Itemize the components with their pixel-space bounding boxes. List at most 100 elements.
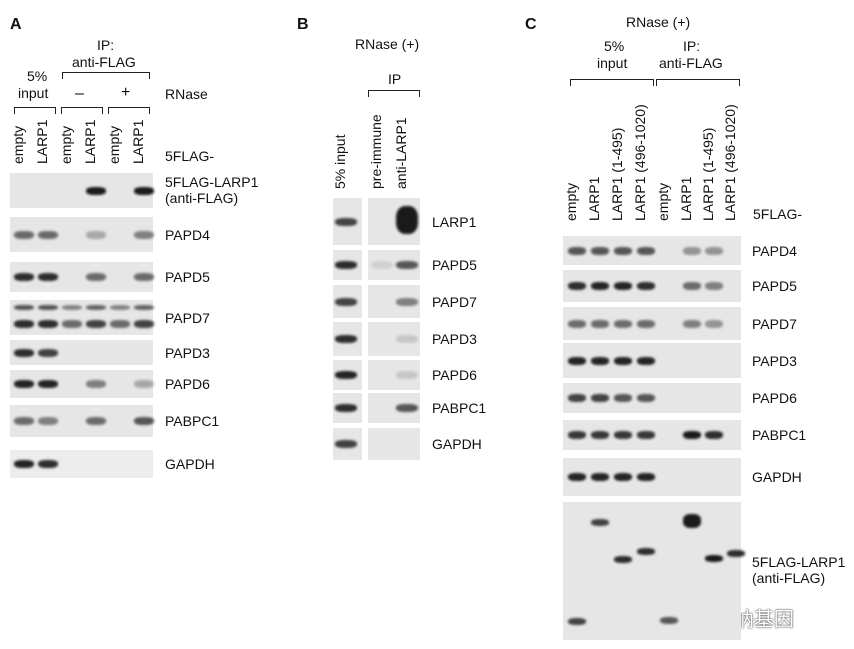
band <box>134 320 154 328</box>
band <box>614 394 632 402</box>
band <box>705 554 723 562</box>
lane-label: empty <box>58 125 74 164</box>
protein-label: PAPD6 <box>752 390 797 406</box>
band <box>371 261 393 269</box>
lane-label: LARP1 <box>678 176 694 221</box>
band <box>614 555 632 563</box>
band <box>134 230 154 239</box>
band <box>568 356 586 365</box>
row-label: PAPD6 <box>432 367 477 383</box>
row-label: PABPC1 <box>165 413 219 429</box>
row-label: PAPD7 <box>432 294 477 310</box>
blot-5flag-larp1 <box>10 173 153 208</box>
blot-papd3 <box>368 322 420 356</box>
band <box>568 431 586 439</box>
band <box>727 550 745 558</box>
blot-papd6 <box>368 360 420 390</box>
band <box>134 273 154 281</box>
lane-label: LARP1 (1-495) <box>700 127 716 221</box>
c-input-label: 5% <box>604 38 625 54</box>
lane-label: empty <box>10 125 26 164</box>
protein-label: GAPDH <box>752 469 802 485</box>
protein-label: PABPC1 <box>752 427 807 443</box>
protein-label: LARP1 <box>432 213 477 230</box>
a-rnase-label: RNase <box>165 86 208 102</box>
band <box>335 297 357 306</box>
row-label: PAPD5 <box>165 269 210 285</box>
lane-label: LARP1 <box>130 119 146 164</box>
c-ip-sub: anti-FLAG <box>659 55 723 71</box>
band <box>568 246 586 255</box>
band <box>637 473 655 481</box>
band <box>591 282 609 290</box>
row-label: GAPDH <box>752 469 802 485</box>
row-label: PAPD3 <box>752 353 797 369</box>
row-label: GAPDH <box>432 436 482 452</box>
protein-label: PABPC1 <box>432 400 487 416</box>
band <box>637 431 655 439</box>
blot-gapdh <box>368 428 420 460</box>
c-input-sub: input <box>597 55 628 71</box>
a-lane-prefix: 5FLAG- <box>165 148 215 164</box>
row-label: PABPC1 <box>432 400 486 416</box>
band <box>396 404 418 412</box>
lane-label: LARP1 <box>82 119 98 164</box>
band <box>568 282 586 290</box>
row-label: 5FLAG-LARP1 (anti-FLAG) <box>165 174 258 206</box>
row-label: PAPD5 <box>752 278 797 294</box>
b-ip-label: IP <box>388 71 402 87</box>
b-title: RNase (+) <box>355 36 420 52</box>
band <box>568 618 586 626</box>
protein-label: PAPD5 <box>432 257 477 273</box>
band <box>335 371 357 379</box>
band <box>134 417 154 425</box>
protein-label: PAPD7 <box>165 309 210 326</box>
protein-label: PAPD5 <box>165 269 210 285</box>
protein-label: PAPD3 <box>432 331 477 347</box>
band <box>637 356 655 365</box>
band <box>14 417 34 425</box>
band <box>335 217 357 226</box>
protein-label: 5FLAG-LARP1 <box>752 554 846 570</box>
row-label: PAPD7 <box>752 316 797 332</box>
a-input-label: 5% <box>27 68 48 84</box>
band <box>14 460 34 468</box>
band <box>86 186 106 195</box>
band <box>683 431 701 439</box>
protein-label: PAPD4 <box>752 242 797 259</box>
protein-label: PAPD5 <box>752 278 797 294</box>
band <box>568 473 586 481</box>
band <box>705 246 723 255</box>
a-plus-bracket <box>108 107 150 114</box>
band <box>660 616 678 624</box>
lane-label: LARP1 <box>34 119 50 164</box>
band <box>335 261 357 269</box>
antibody-label: (anti-FLAG) <box>165 189 239 206</box>
panel-b-letter: B <box>297 16 309 33</box>
band <box>38 273 58 281</box>
lane-label: empty <box>106 125 122 164</box>
row-label: PAPD6 <box>165 376 210 392</box>
lane-label: LARP1 (496-1020) <box>722 104 738 221</box>
row-label: PAPD6 <box>752 390 797 406</box>
c-lane-prefix: 5FLAG- <box>753 206 803 222</box>
band <box>86 230 106 239</box>
row-label: PAPD5 <box>432 257 477 273</box>
a-input-bracket <box>14 107 56 114</box>
band <box>683 282 701 290</box>
protein-label: GAPDH <box>165 456 215 472</box>
band <box>14 380 34 388</box>
band <box>134 305 154 310</box>
band <box>614 431 632 439</box>
c-ip-bracket <box>656 79 740 86</box>
lane-label: LARP1 (496-1020) <box>632 104 648 221</box>
band <box>86 380 106 388</box>
band <box>38 417 58 425</box>
panel-c-letter: C <box>525 16 537 33</box>
band <box>591 246 609 255</box>
lane-label: anti-LARP1 <box>393 117 409 189</box>
band <box>38 305 58 310</box>
band <box>38 230 58 239</box>
band <box>637 282 655 290</box>
